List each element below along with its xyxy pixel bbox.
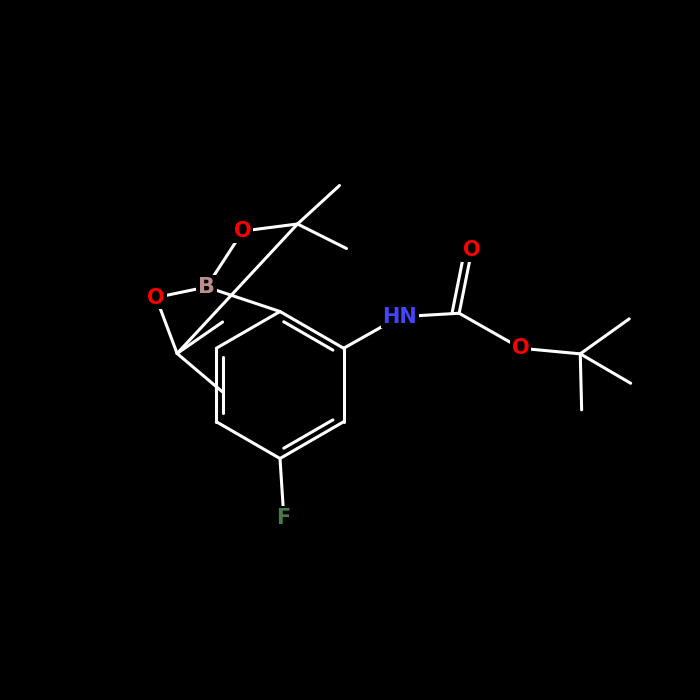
- Text: B: B: [198, 277, 215, 297]
- Text: O: O: [147, 288, 165, 307]
- Text: O: O: [463, 240, 481, 260]
- Text: O: O: [234, 221, 252, 241]
- Text: O: O: [512, 338, 530, 358]
- Text: F: F: [276, 508, 290, 528]
- Text: HN: HN: [382, 307, 417, 327]
